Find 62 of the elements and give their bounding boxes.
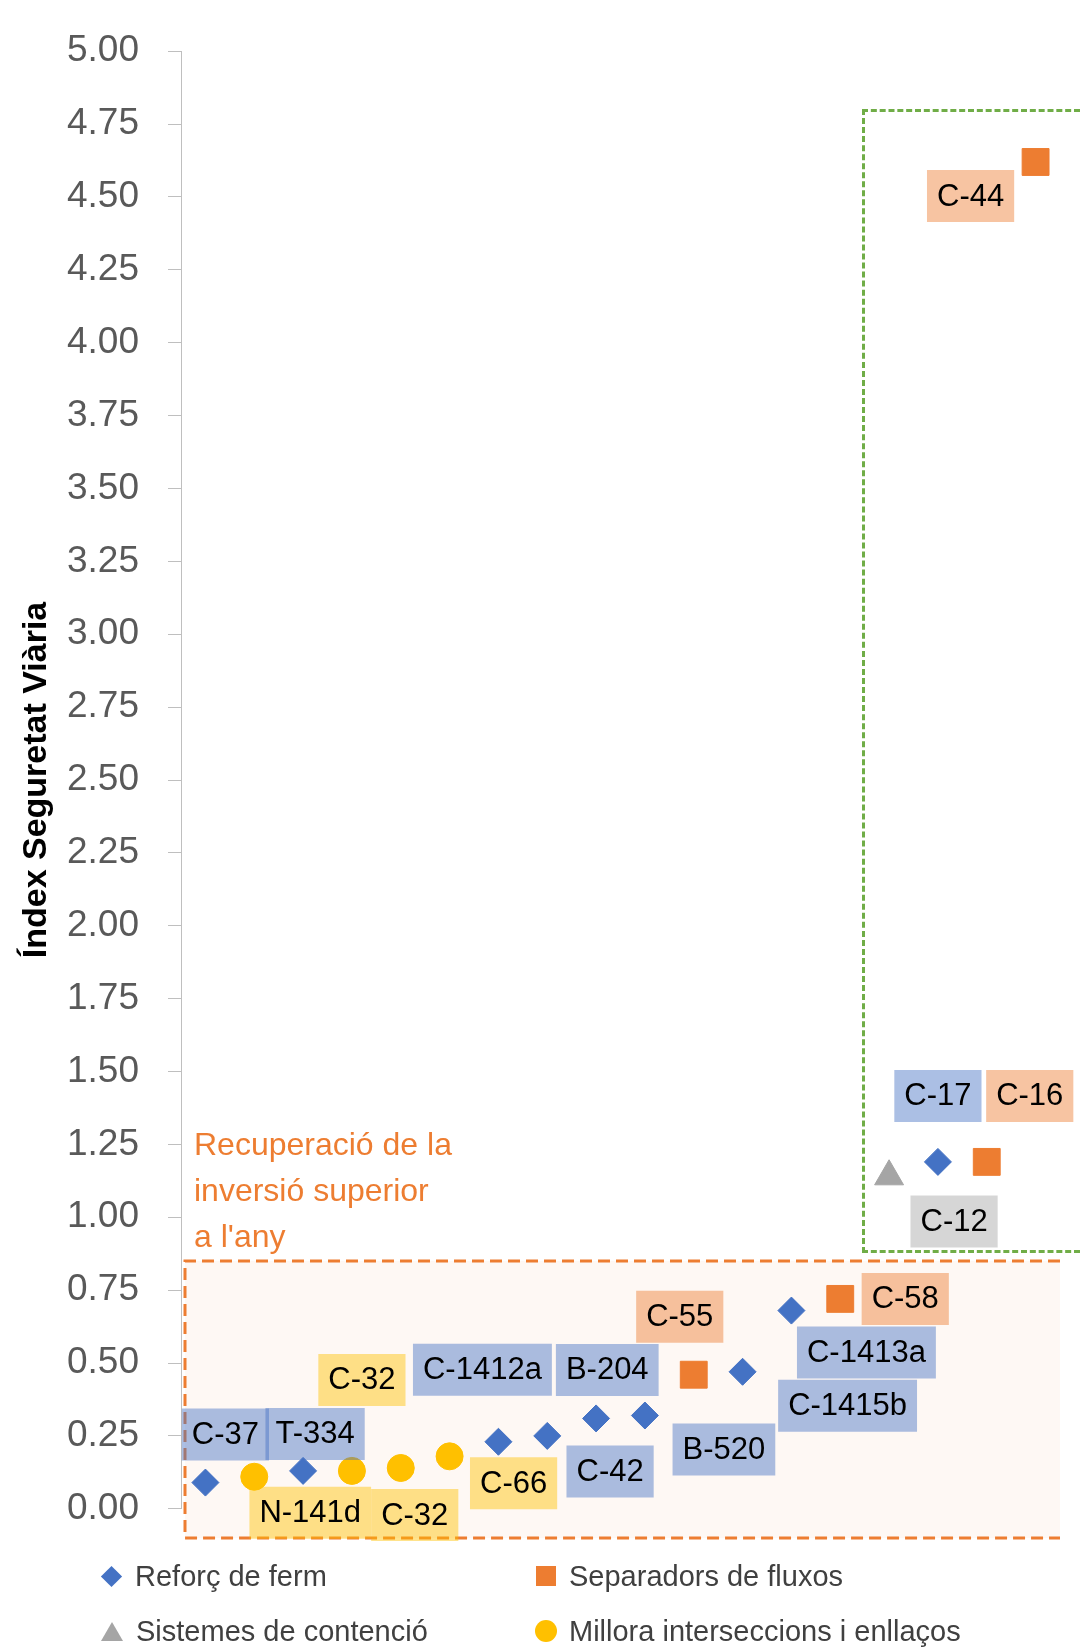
point xyxy=(1021,148,1050,176)
y-tick-label: 4.25 xyxy=(66,247,139,289)
data-label: C-66 xyxy=(479,1464,548,1500)
y-tick-label: 1.25 xyxy=(66,1121,139,1163)
point xyxy=(533,1421,562,1450)
data-label: C-1413a xyxy=(806,1334,927,1370)
data-label: C-42 xyxy=(576,1452,644,1488)
y-tick-label: 1.00 xyxy=(66,1194,139,1236)
point xyxy=(386,1453,415,1482)
data-label: C-37 xyxy=(191,1416,260,1452)
data-label: C-17 xyxy=(904,1077,972,1113)
point xyxy=(972,1147,1001,1176)
y-tick-label: 0.00 xyxy=(66,1486,139,1527)
point xyxy=(337,1456,366,1485)
band-label: Recuperació de la inversió superior a l'any xyxy=(194,1125,453,1256)
point xyxy=(679,1360,708,1389)
y-tick-label: 5.00 xyxy=(66,28,139,70)
data-label: C-12 xyxy=(920,1203,988,1239)
y-tick-label: 2.75 xyxy=(66,684,139,726)
y-tick-label: 4.50 xyxy=(66,174,139,216)
point xyxy=(240,1462,269,1491)
data-label: C-32 xyxy=(381,1496,449,1532)
y-tick-label: 2.00 xyxy=(66,902,139,944)
y-tick-label: 2.50 xyxy=(66,757,139,799)
point xyxy=(484,1427,513,1456)
data-label: B-204 xyxy=(565,1351,649,1387)
data-label: C-1415b xyxy=(788,1387,908,1423)
data-label: T-334 xyxy=(275,1415,355,1451)
point xyxy=(191,1468,220,1497)
y-axis-title: Índex Seguretat Viària xyxy=(14,600,53,959)
y-tick-label: 0.50 xyxy=(66,1340,139,1382)
y-tick-label: 3.25 xyxy=(66,538,139,580)
point xyxy=(289,1456,318,1485)
y-tick-label: 3.00 xyxy=(66,611,139,653)
y-tick-label: 0.75 xyxy=(66,1267,139,1309)
data-label: C-1412a xyxy=(422,1351,543,1387)
y-tick-label: 3.75 xyxy=(66,392,139,434)
point xyxy=(777,1296,806,1325)
legend-label: Sistemes de contenció xyxy=(136,1614,428,1648)
data-label: C-16 xyxy=(996,1077,1064,1113)
y-tick-label: 3.50 xyxy=(66,465,139,507)
legend-label: Reforç de ferm xyxy=(135,1559,327,1593)
data-label: C-32 xyxy=(328,1361,396,1397)
y-tick-label: 1.75 xyxy=(66,975,139,1017)
legend-label: Millora interseccions i enllaços xyxy=(569,1614,961,1648)
point xyxy=(728,1357,757,1386)
point xyxy=(582,1404,611,1433)
point xyxy=(435,1442,464,1471)
data-label: C-58 xyxy=(871,1280,939,1316)
y-tick-label: 0.25 xyxy=(66,1413,139,1455)
point xyxy=(923,1147,952,1176)
legend-label: Separadors de fluxos xyxy=(569,1559,844,1593)
data-label: C-55 xyxy=(646,1298,714,1334)
data-label: N-141d xyxy=(259,1494,362,1530)
point xyxy=(630,1401,659,1430)
y-tick-label: 1.50 xyxy=(66,1048,139,1090)
data-label: C-44 xyxy=(936,177,1005,213)
data-label: B-520 xyxy=(682,1431,766,1467)
point xyxy=(826,1284,855,1313)
y-tick-label: 4.00 xyxy=(66,319,139,361)
y-tick-label: 4.75 xyxy=(66,101,139,143)
y-tick-label: 2.25 xyxy=(66,830,139,872)
